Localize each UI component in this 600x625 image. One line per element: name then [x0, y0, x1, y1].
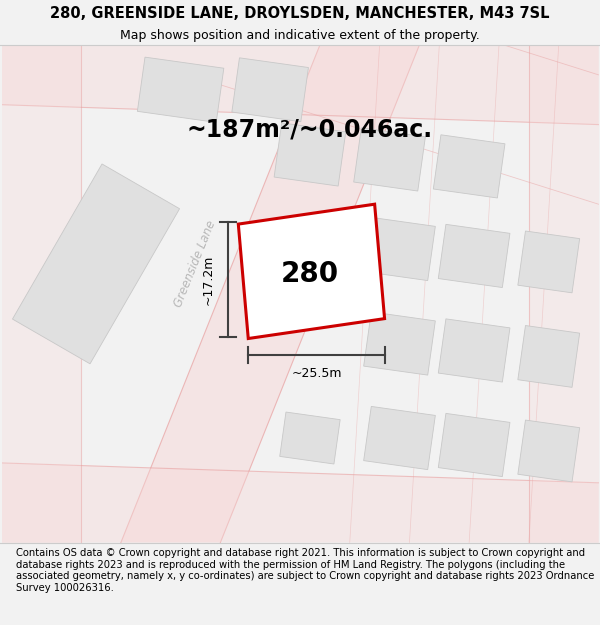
Text: ~17.2m: ~17.2m: [202, 254, 214, 304]
Polygon shape: [518, 231, 580, 293]
Polygon shape: [529, 45, 599, 542]
Text: ~187m²/~0.046ac.: ~187m²/~0.046ac.: [187, 118, 433, 142]
Polygon shape: [2, 463, 599, 542]
Polygon shape: [364, 406, 436, 469]
Polygon shape: [364, 312, 436, 375]
Polygon shape: [274, 123, 346, 186]
Polygon shape: [280, 412, 340, 464]
Polygon shape: [438, 224, 510, 288]
Polygon shape: [238, 204, 385, 339]
Polygon shape: [354, 128, 425, 191]
Polygon shape: [438, 413, 510, 477]
Polygon shape: [518, 326, 580, 388]
Polygon shape: [2, 45, 599, 124]
Text: 280, GREENSIDE LANE, DROYLSDEN, MANCHESTER, M43 7SL: 280, GREENSIDE LANE, DROYLSDEN, MANCHEST…: [50, 6, 550, 21]
Text: Contains OS data © Crown copyright and database right 2021. This information is : Contains OS data © Crown copyright and d…: [16, 548, 595, 593]
Polygon shape: [433, 135, 505, 198]
Text: ~25.5m: ~25.5m: [291, 367, 341, 380]
Polygon shape: [2, 45, 81, 542]
Polygon shape: [121, 45, 419, 542]
Polygon shape: [137, 57, 224, 122]
Polygon shape: [518, 420, 580, 482]
Text: 280: 280: [281, 260, 339, 288]
Text: Greenside Lane: Greenside Lane: [172, 219, 219, 309]
Polygon shape: [438, 319, 510, 382]
Polygon shape: [13, 164, 179, 364]
Text: Map shows position and indicative extent of the property.: Map shows position and indicative extent…: [120, 29, 480, 42]
Polygon shape: [364, 217, 436, 281]
Polygon shape: [232, 58, 308, 122]
